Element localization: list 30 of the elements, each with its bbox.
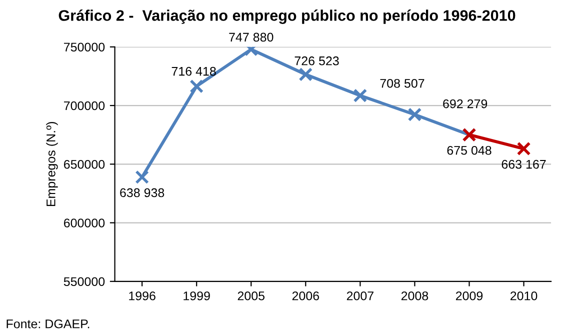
- x-tick-label: 2010: [510, 291, 538, 300]
- data-label: 726 523: [294, 56, 339, 66]
- chart-title: Gráfico 2 - Variação no emprego público no período 1996-2010: [58, 10, 516, 24]
- x-tick-label: 1996: [129, 291, 156, 300]
- y-axis-title: Empregos (N.º): [46, 122, 58, 206]
- data-label: 692 279: [443, 99, 488, 108]
- point: [298, 67, 313, 82]
- data-label: 638 938: [120, 188, 164, 198]
- y-tick-label: 600000: [64, 218, 105, 228]
- data-label: 708 507: [380, 78, 424, 88]
- point: [353, 88, 368, 102]
- x-tick-label: 2007: [346, 291, 374, 300]
- data-label: 663 167: [502, 160, 546, 169]
- x-tick-label: 1999: [184, 291, 210, 300]
- data-label: 716 418: [172, 66, 216, 76]
- point: [408, 108, 422, 122]
- x-tick-label: 2009: [456, 291, 483, 300]
- y-tick-label: 550000: [64, 277, 105, 286]
- x-tick-label: 2006: [292, 291, 320, 300]
- data-label: 747 880: [229, 32, 274, 42]
- point: [516, 142, 531, 156]
- data-label: 675 048: [447, 146, 492, 155]
- source-note: Fonte: DGAEP.: [6, 319, 90, 328]
- x-tick-label: 2008: [401, 291, 428, 300]
- point: [190, 79, 204, 94]
- y-tick-label: 650000: [64, 160, 105, 169]
- point: [135, 170, 150, 184]
- y-tick-label: 750000: [64, 42, 105, 52]
- y-tick-label: 700000: [64, 101, 105, 110]
- x-tick-label: 2005: [238, 291, 265, 300]
